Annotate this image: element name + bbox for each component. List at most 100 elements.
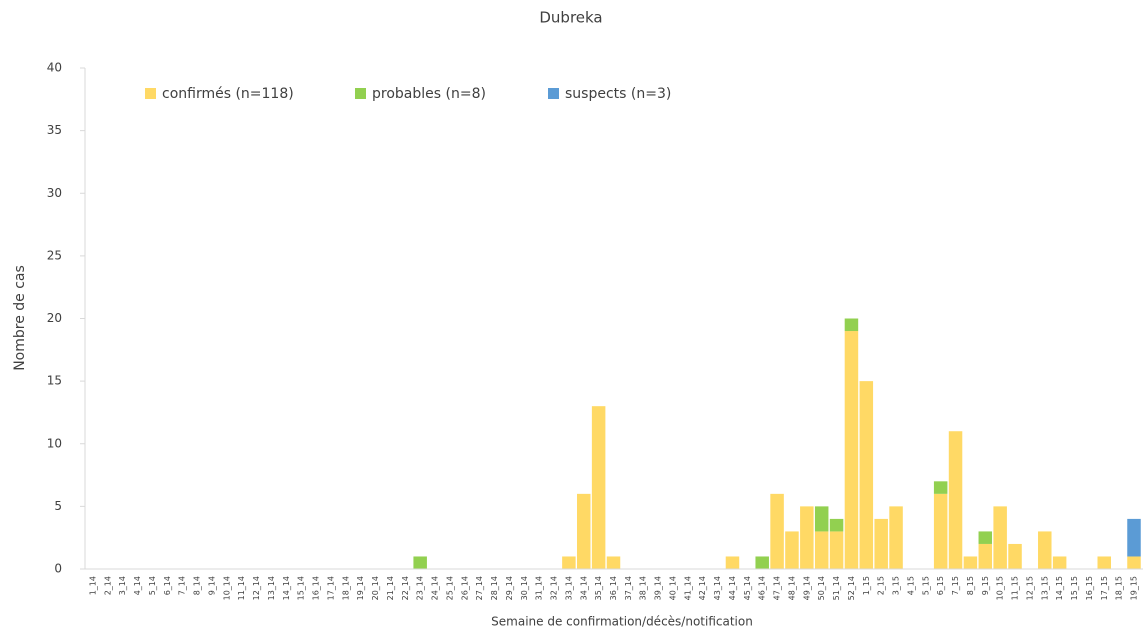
bar-segment: [725, 556, 740, 569]
x-tick-label: 12_15: [1025, 576, 1034, 600]
x-tick-label: 13_14: [267, 576, 276, 600]
x-tick-label: 47_14: [773, 576, 782, 600]
bar-segment: [562, 556, 576, 569]
x-axis-title: Semaine de confirmation/décès/notificati…: [491, 615, 753, 629]
bar-segment: [814, 506, 829, 532]
x-tick-label: 45_14: [743, 576, 752, 600]
legend-swatch: [548, 88, 559, 99]
x-tick-label: 17_14: [326, 576, 335, 600]
bar-segment: [1127, 518, 1141, 557]
y-tick-label: 30: [47, 186, 62, 200]
bar-segment: [933, 481, 948, 494]
bar-segment: [874, 518, 888, 569]
x-tick-label: 14_14: [282, 576, 291, 600]
x-tick-label: 24_14: [431, 576, 440, 600]
bar-segment: [800, 506, 814, 569]
x-tick-label: 8_15: [966, 576, 975, 595]
bar-segment: [814, 531, 829, 569]
x-tick-label: 42_14: [698, 576, 707, 600]
x-tick-label: 39_14: [654, 576, 663, 600]
legend-swatch: [355, 88, 366, 99]
chart-title: Dubreka: [539, 9, 602, 27]
x-tick-label: 51_14: [832, 576, 841, 600]
x-tick-label: 23_14: [416, 576, 425, 600]
x-tick-label: 22_14: [401, 576, 410, 600]
bar-segment: [963, 556, 978, 569]
x-tick-label: 50_14: [817, 576, 826, 600]
x-tick-label: 16_15: [1085, 576, 1094, 600]
bar-segment: [770, 493, 784, 569]
x-tick-label: 9_15: [981, 576, 990, 595]
legend-swatch: [145, 88, 156, 99]
x-tick-label: 21_14: [386, 576, 395, 600]
bar-segment: [978, 531, 993, 544]
y-tick-label: 0: [54, 562, 62, 576]
bar-segment: [933, 493, 948, 569]
x-tick-label: 2_15: [877, 576, 886, 595]
y-tick-label: 10: [47, 436, 62, 450]
legend-label: suspects (n=3): [565, 86, 671, 102]
x-tick-label: 44_14: [728, 576, 737, 600]
x-tick-label: 16_14: [312, 576, 321, 600]
x-tick-label: 28_14: [490, 576, 499, 600]
x-tick-label: 11_15: [1011, 576, 1020, 600]
x-tick-label: 19_15: [1130, 576, 1139, 600]
y-axis-title: Nombre de cas: [12, 265, 28, 371]
x-tick-label: 27_14: [475, 576, 484, 600]
bar-segment: [889, 506, 903, 569]
x-tick-label: 41_14: [683, 576, 692, 600]
y-tick-label: 20: [47, 311, 62, 325]
x-tick-label: 11_14: [237, 576, 246, 600]
x-tick-label: 6_14: [163, 576, 172, 595]
bar-segment: [993, 506, 1007, 569]
bar-segment: [844, 331, 859, 569]
x-tick-label: 5_14: [148, 576, 157, 595]
x-tick-label: 18_14: [341, 576, 350, 600]
y-tick-label: 35: [47, 123, 62, 137]
x-tick-label: 30_14: [520, 576, 529, 600]
x-tick-label: 18_15: [1115, 576, 1124, 600]
x-tick-label: 34_14: [579, 576, 588, 600]
x-tick-label: 7_15: [951, 576, 960, 595]
x-tick-label: 37_14: [624, 576, 633, 600]
bar-segment: [844, 318, 859, 332]
x-tick-label: 13_15: [1040, 576, 1049, 600]
bar-segment: [577, 493, 591, 569]
y-tick-label: 15: [47, 374, 62, 388]
x-tick-label: 7_14: [178, 576, 187, 595]
bar-segment: [606, 556, 621, 569]
bar-segment: [591, 406, 606, 569]
x-tick-label: 31_14: [535, 576, 544, 600]
x-tick-label: 15_14: [297, 576, 306, 600]
x-tick-label: 38_14: [639, 576, 648, 600]
x-tick-label: 48_14: [787, 576, 796, 600]
legend-label: probables (n=8): [372, 86, 486, 102]
x-tick-label: 26_14: [460, 576, 469, 600]
bar-segment: [948, 431, 963, 569]
x-tick-label: 10_15: [996, 576, 1005, 600]
x-tick-label: 8_14: [193, 576, 202, 595]
x-tick-label: 25_14: [445, 576, 454, 600]
x-tick-label: 14_15: [1055, 576, 1064, 600]
x-tick-label: 19_14: [356, 576, 365, 600]
x-tick-label: 5_15: [921, 576, 930, 595]
x-tick-label: 4_14: [133, 576, 142, 595]
x-tick-label: 10_14: [222, 576, 231, 600]
x-tick-label: 1_15: [862, 576, 871, 595]
x-tick-label: 49_14: [802, 576, 811, 600]
y-tick-label: 25: [47, 248, 62, 262]
x-tick-label: 32_14: [550, 576, 559, 600]
x-tick-label: 52_14: [847, 576, 856, 600]
bar-segment: [1127, 556, 1141, 569]
x-tick-label: 40_14: [668, 576, 677, 600]
x-tick-label: 3_14: [118, 576, 127, 595]
bar-segment: [755, 556, 769, 569]
x-tick-label: 2_14: [103, 576, 112, 595]
legend-label: confirmés (n=118): [162, 86, 294, 102]
bar-segment: [413, 556, 427, 569]
y-tick-label: 5: [54, 499, 62, 513]
bar-segment: [1038, 531, 1052, 569]
bar-segment: [785, 531, 799, 569]
x-tick-label: 43_14: [713, 576, 722, 600]
